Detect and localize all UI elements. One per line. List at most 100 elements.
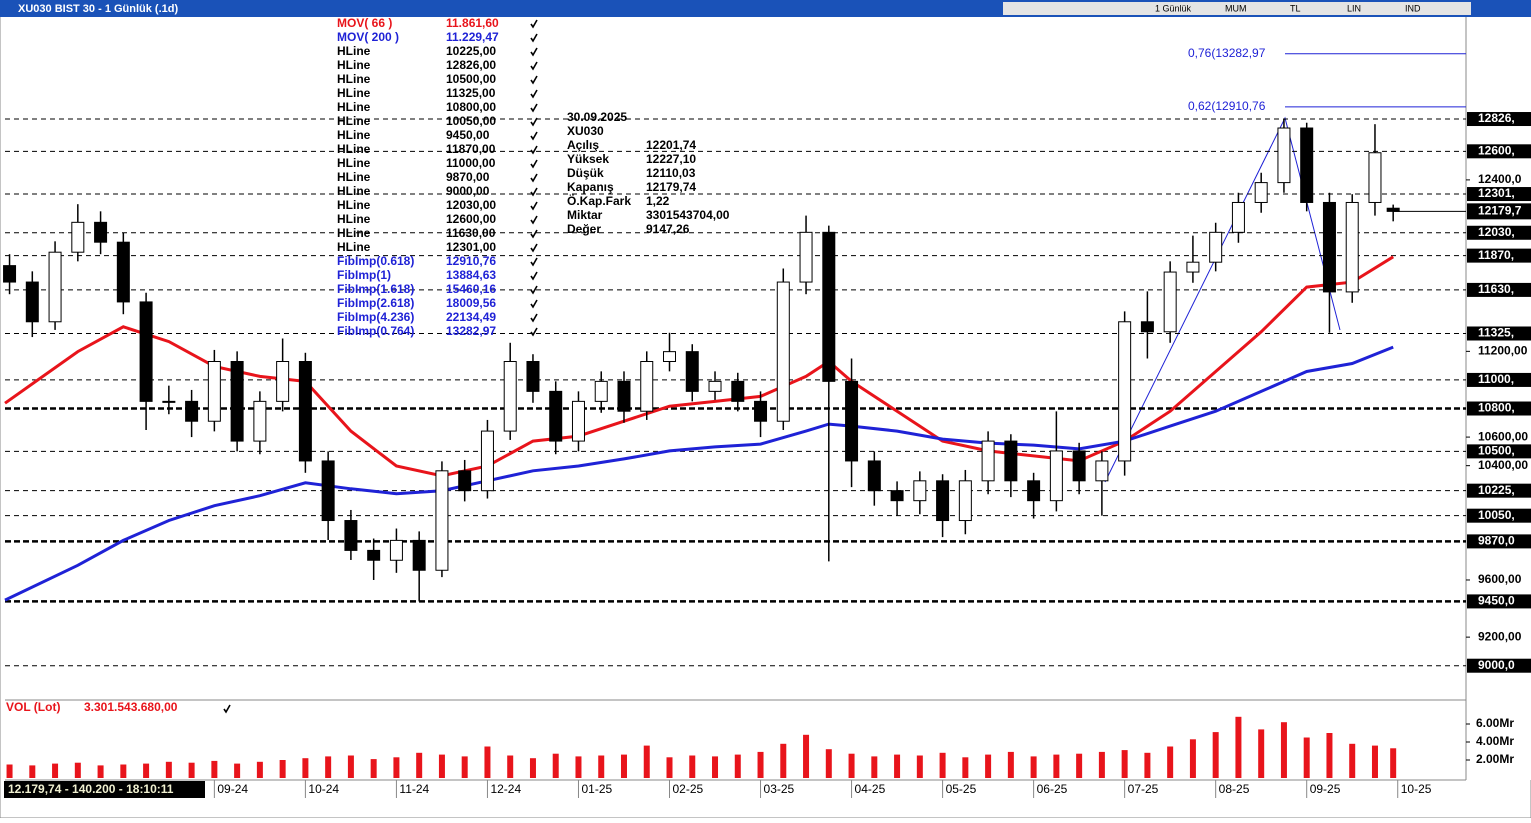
x-tick-label: 09-25 xyxy=(1310,782,1341,796)
toolbar[interactable] xyxy=(1003,2,1471,15)
legend-name: HLine xyxy=(337,128,371,142)
candle-body xyxy=(480,430,494,492)
x-tick-label: 02-25 xyxy=(673,782,704,796)
legend-name: HLine xyxy=(337,156,371,170)
candle-body xyxy=(663,351,677,363)
candle-body xyxy=(389,539,403,561)
legend-name: MOV( 200 ) xyxy=(337,30,399,44)
volume-bar xyxy=(803,734,810,778)
candle-body xyxy=(162,400,176,403)
hline-axis-label: 11000, xyxy=(1478,372,1514,386)
volume-bar xyxy=(1258,729,1265,778)
candle-body xyxy=(1027,480,1041,502)
check-icon xyxy=(530,89,538,99)
candle-body xyxy=(94,221,108,243)
candle-body xyxy=(253,400,267,442)
volume-bar xyxy=(1235,716,1242,778)
legend-name: FibImp(0.764) xyxy=(337,324,414,338)
legend-value: 11325,00 xyxy=(446,86,496,100)
info-value: 12179,74 xyxy=(646,180,696,194)
volume-bar xyxy=(939,752,946,778)
candle-body xyxy=(1322,201,1336,293)
hline-axis-box xyxy=(1467,112,1531,127)
candle-body xyxy=(1368,152,1382,203)
volume-bar xyxy=(484,746,491,778)
legend-value: 9000,00 xyxy=(446,184,490,198)
volume-bar xyxy=(1144,752,1151,778)
legend-name: HLine xyxy=(337,72,371,86)
volume-bar xyxy=(1076,753,1083,778)
legend-name: HLine xyxy=(337,212,371,226)
hline-axis-box xyxy=(1467,508,1531,523)
volume-bar xyxy=(1303,737,1310,778)
status-text: 12.179,74 - 140.200 - 18:10:11 xyxy=(8,782,174,796)
volume-bar xyxy=(1212,732,1219,778)
check-icon xyxy=(530,19,538,29)
hline-axis-box xyxy=(1467,658,1531,673)
x-tick-label: 04-25 xyxy=(855,782,886,796)
volume-bar xyxy=(1390,748,1397,778)
candle-body xyxy=(1277,127,1291,184)
candle-body xyxy=(1254,182,1268,203)
fib-trend-drawing[interactable] xyxy=(1104,116,1341,483)
candle-body xyxy=(1186,261,1200,273)
volume-bar xyxy=(52,763,59,778)
hline-axis-label: 10050, xyxy=(1478,508,1515,522)
last-price-box xyxy=(1467,203,1531,220)
toolbar-item: IND xyxy=(1405,3,1421,13)
legend-name: FibImp(1.618) xyxy=(337,282,414,296)
candle-body xyxy=(617,380,631,412)
info-value: 12227,10 xyxy=(646,152,696,166)
candle-body xyxy=(890,490,904,502)
volume-bar xyxy=(1280,722,1287,778)
hline-axis-box xyxy=(1467,144,1531,159)
legend-name: MOV( 66 ) xyxy=(337,16,392,30)
candle-body xyxy=(640,361,654,412)
legend-name: HLine xyxy=(337,44,371,58)
volume-bar xyxy=(1189,739,1196,778)
legend-name: HLine xyxy=(337,100,371,114)
check-icon xyxy=(530,313,538,323)
hline-axis-box xyxy=(1467,401,1531,416)
candle-body xyxy=(1118,321,1132,462)
volume-bar xyxy=(188,762,195,778)
legend-name: FibImp(4.236) xyxy=(337,310,414,324)
volume-bar xyxy=(757,751,764,778)
x-tick-label: 08-25 xyxy=(1219,782,1250,796)
volume-bar xyxy=(302,758,309,778)
legend-name: HLine xyxy=(337,184,371,198)
candle-body xyxy=(1163,271,1177,333)
legend-value: 12301,00 xyxy=(446,240,496,254)
volume-bar xyxy=(689,755,696,778)
volume-bar xyxy=(985,754,992,778)
candle-body xyxy=(822,231,836,382)
info-label: Değer xyxy=(567,222,601,236)
info-symbol: XU030 xyxy=(567,124,604,138)
volume-bar xyxy=(234,763,241,778)
volume-bar xyxy=(1007,751,1014,778)
volume-bar xyxy=(598,755,605,778)
check-icon xyxy=(530,243,538,253)
hline-axis-label: 11870, xyxy=(1478,248,1514,262)
legend-value: 9870,00 xyxy=(446,170,490,184)
candle-body xyxy=(435,470,449,571)
candle-body xyxy=(776,281,790,422)
hline-axis-label: 12826, xyxy=(1478,111,1515,125)
legend-value: 12826,00 xyxy=(446,58,496,72)
candle-body xyxy=(731,380,745,402)
legend-name: HLine xyxy=(337,114,371,128)
volume-bar xyxy=(6,764,13,778)
volume-bar xyxy=(165,761,172,778)
hline-axis-box xyxy=(1467,187,1531,202)
info-label: Açılış xyxy=(567,138,599,152)
x-tick-label: 10-24 xyxy=(308,782,339,796)
hline-axis-box xyxy=(1467,372,1531,387)
volume-bar xyxy=(620,754,627,778)
legend-name: FibImp(0.618) xyxy=(337,254,414,268)
volume-bar xyxy=(1098,751,1105,778)
candle-body xyxy=(1209,231,1223,263)
y-tick-label: 10600,00 xyxy=(1478,429,1528,443)
y-tick-label: 9200,00 xyxy=(1478,629,1522,643)
toolbar-item: TL xyxy=(1290,3,1301,13)
volume-bar xyxy=(279,760,286,778)
